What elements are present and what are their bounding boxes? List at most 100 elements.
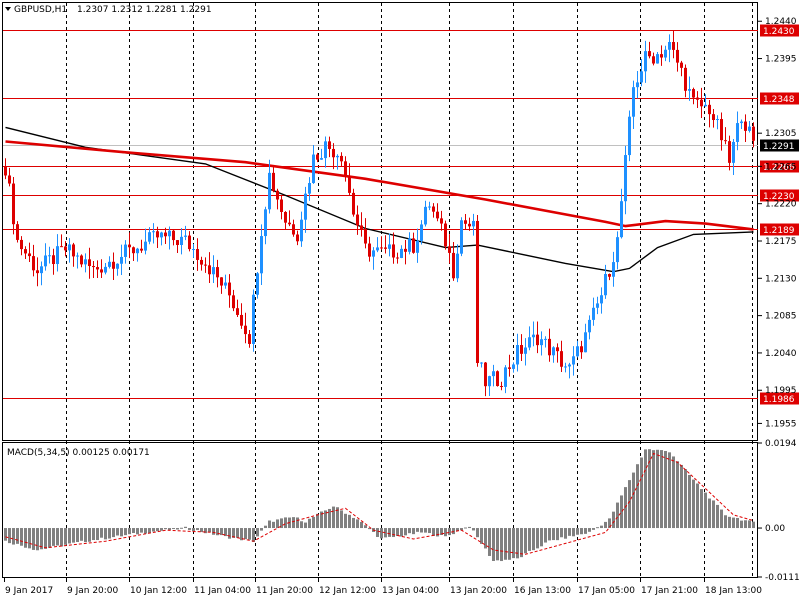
- candle-body: [468, 223, 471, 227]
- candle-body: [388, 244, 391, 249]
- candle-body: [84, 259, 87, 265]
- candle-body: [272, 172, 275, 191]
- candle: [184, 225, 187, 241]
- macd-bar: [292, 517, 295, 529]
- macd-bar: [12, 528, 15, 545]
- candle-body: [456, 253, 459, 279]
- candle-body: [700, 99, 703, 107]
- macd-bar: [504, 528, 507, 560]
- macd-bar: [168, 528, 171, 531]
- macd-bar: [740, 520, 743, 529]
- price-label: 1.1995: [765, 386, 797, 396]
- macd-signal-line: [5, 452, 754, 555]
- macd-bar: [68, 528, 71, 544]
- candle-body: [572, 356, 575, 365]
- price-label: 1.2085: [765, 312, 797, 322]
- macd-bar: [748, 520, 751, 529]
- candle: [568, 362, 571, 379]
- macd-bar: [672, 456, 675, 529]
- candle: [76, 252, 79, 269]
- candle-body: [248, 334, 251, 344]
- candle: [52, 248, 55, 275]
- candle-body: [660, 54, 663, 58]
- current-price-tag: [760, 139, 799, 152]
- macd-panel-frame: [2, 442, 758, 578]
- macd-axis-label: -0.01117: [765, 573, 800, 583]
- candle-body: [112, 261, 115, 269]
- candle-body: [728, 141, 731, 163]
- time-label: 13 Jan 20:00: [450, 586, 507, 596]
- candle-body: [156, 231, 159, 238]
- level-tag: [760, 92, 799, 105]
- macd-bar: [96, 528, 99, 541]
- macd-histogram: [4, 449, 755, 562]
- time-label: 9 Jan 20:00: [67, 586, 119, 596]
- candle-body: [696, 97, 699, 100]
- candle-body: [120, 256, 123, 264]
- candle-body: [524, 347, 527, 354]
- candle-body: [384, 247, 387, 249]
- candle: [516, 333, 519, 372]
- candle: [408, 232, 411, 255]
- macd-bar: [700, 489, 703, 529]
- candle-body: [540, 339, 543, 346]
- level-tag: [760, 160, 799, 173]
- candle-body: [428, 206, 431, 208]
- candle-body: [408, 238, 411, 252]
- macd-bar: [164, 528, 167, 530]
- candle-body: [304, 193, 307, 220]
- candle-body: [368, 243, 371, 257]
- candle-body: [276, 190, 279, 200]
- macd-bar: [416, 528, 419, 532]
- candle-body: [644, 51, 647, 72]
- candle-body: [44, 255, 47, 267]
- candle: [436, 203, 439, 222]
- time-axis: 9 Jan 2017 9 Jan 20:00 10 Jan 12:00 11 Jan …: [4, 578, 762, 596]
- candle-body: [744, 121, 747, 131]
- candle-body: [436, 211, 439, 219]
- candle-body: [340, 155, 343, 162]
- candle: [28, 242, 31, 263]
- candle-body: [480, 362, 483, 364]
- candle-body: [48, 255, 51, 257]
- candle-body: [392, 244, 395, 258]
- macd-bar: [324, 510, 327, 529]
- candle: [432, 203, 435, 218]
- macd-bar: [612, 511, 615, 529]
- candle: [444, 220, 447, 250]
- candle-body: [128, 244, 131, 248]
- macd-bar: [360, 521, 363, 529]
- ohlc-values: 1.2307 1.2312 1.2281 1.2291: [77, 5, 212, 15]
- candle-body: [704, 104, 707, 107]
- candle-body: [624, 155, 627, 202]
- candle: [660, 45, 663, 66]
- macd-bar: [444, 528, 447, 537]
- triangle-down-icon[interactable]: [5, 7, 11, 11]
- candle-body: [212, 267, 215, 275]
- price-axis: 1.24401.23951.23051.22651.22201.21751.21…: [758, 17, 797, 429]
- candle: [492, 364, 495, 387]
- candle-body: [224, 282, 227, 286]
- macd-bar: [736, 517, 739, 529]
- candle: [88, 247, 91, 279]
- candle-body: [36, 270, 39, 274]
- macd-bar: [36, 528, 39, 551]
- macd-bar: [336, 507, 339, 529]
- candle: [36, 257, 39, 287]
- candle-body: [72, 244, 75, 257]
- candle: [268, 159, 271, 214]
- macd-bar: [144, 528, 147, 534]
- candle-body: [652, 56, 655, 64]
- candle: [524, 338, 527, 366]
- candle-body: [584, 332, 587, 353]
- candle-body: [452, 252, 455, 279]
- candle: [428, 201, 431, 211]
- time-label: 9 Jan 2017: [5, 586, 53, 596]
- candle-body: [712, 114, 715, 121]
- candle: [364, 218, 367, 249]
- level-tag-text: 1.2230: [763, 192, 795, 202]
- candle-body: [64, 246, 67, 251]
- candle: [636, 70, 639, 99]
- candle-body: [184, 235, 187, 237]
- candle: [620, 188, 623, 239]
